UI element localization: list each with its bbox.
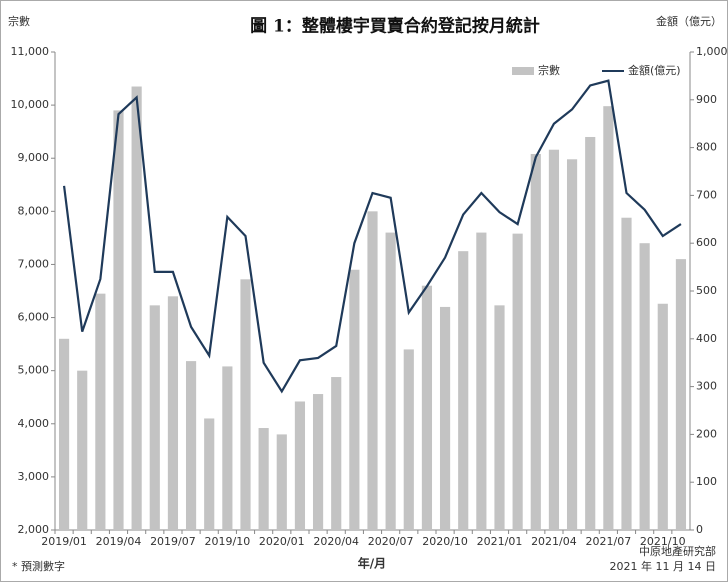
bar xyxy=(58,338,70,530)
chart-title: 圖 1：整體樓宇買賣合約登記按月統計 xyxy=(250,16,540,37)
legend-swatch xyxy=(512,67,534,75)
bar xyxy=(240,279,251,530)
bar xyxy=(331,377,342,530)
bar xyxy=(131,86,142,531)
bar xyxy=(77,370,88,530)
x-tick-label: 2019/10 xyxy=(205,535,251,548)
y2-tick-label: 200 xyxy=(696,427,717,440)
x-tick-label: 2019/01 xyxy=(41,535,87,548)
y-tick-label: 10,000 xyxy=(11,98,50,111)
y2-tick-label: 300 xyxy=(696,380,717,393)
x-tick-label: 2019/07 xyxy=(150,535,196,548)
bar xyxy=(367,211,378,531)
bar xyxy=(349,269,360,530)
bar xyxy=(421,285,433,530)
bar xyxy=(403,349,414,530)
bar xyxy=(476,232,487,531)
bar xyxy=(385,232,396,531)
x-tick-label: 2020/04 xyxy=(313,535,359,548)
y-axis-label: 宗數 xyxy=(8,14,30,28)
bar xyxy=(494,305,505,530)
y-tick-label: 3,000 xyxy=(18,470,50,483)
y-tick-label: 7,000 xyxy=(18,257,50,270)
bar xyxy=(222,366,233,530)
y2-tick-label: 800 xyxy=(696,141,717,154)
bar xyxy=(548,149,560,531)
legend-label: 宗數 xyxy=(538,63,560,77)
bar xyxy=(566,159,578,531)
bar xyxy=(621,217,632,530)
bar xyxy=(439,306,451,530)
bar xyxy=(95,293,106,530)
bar xyxy=(185,361,197,530)
y-tick-label: 4,000 xyxy=(18,417,50,430)
y-tick-label: 8,000 xyxy=(18,204,50,217)
y2-tick-label: 900 xyxy=(696,93,717,106)
bar xyxy=(639,243,650,530)
bar xyxy=(657,303,668,530)
y2-tick-label: 600 xyxy=(696,236,717,249)
bar xyxy=(585,136,596,530)
bar xyxy=(530,153,541,530)
bar xyxy=(276,434,287,530)
x-tick-label: 2021/10 xyxy=(640,535,686,548)
bar xyxy=(675,259,687,530)
bar xyxy=(458,251,469,530)
bar xyxy=(149,305,160,530)
y2-tick-label: 700 xyxy=(696,188,717,201)
bar xyxy=(603,106,614,530)
y2-tick-label: 100 xyxy=(696,475,717,488)
bar xyxy=(167,296,179,530)
x-tick-label: 2020/10 xyxy=(422,535,468,548)
line xyxy=(62,79,682,394)
note: * 預測數字 xyxy=(12,559,65,573)
source: 中原地產研究部 xyxy=(639,544,716,558)
x-tick-label: 2021/04 xyxy=(531,535,577,548)
bar xyxy=(258,428,269,530)
x-tick-label: 2021/01 xyxy=(477,535,523,548)
y2-tick-label: 500 xyxy=(696,284,717,297)
y2-tick-label: 400 xyxy=(696,332,717,345)
y-tick-label: 11,000 xyxy=(11,45,50,58)
x-tick-label: 2019/04 xyxy=(96,535,142,548)
y-tick-label: 5,000 xyxy=(18,364,50,377)
bar xyxy=(113,110,124,530)
y-tick-label: 2,000 xyxy=(18,523,50,536)
bar xyxy=(204,418,215,530)
y2-tick-label: 1,000 xyxy=(696,45,728,58)
x-axis-label: 年/月 xyxy=(358,556,386,571)
x-tick-label: 2020/07 xyxy=(368,535,414,548)
y2-axis-label: 金額（億元） xyxy=(656,14,722,28)
y2-tick-label: 0 xyxy=(696,523,703,536)
bar xyxy=(512,233,523,530)
date: 2021 年 11 月 14 日 xyxy=(610,559,716,573)
bar xyxy=(312,394,324,530)
bar xyxy=(294,401,306,530)
x-tick-label: 2021/07 xyxy=(586,535,632,548)
y-tick-label: 6,000 xyxy=(18,311,50,324)
y-tick-label: 9,000 xyxy=(18,151,50,164)
legend-label: 金額(億元) xyxy=(628,63,681,77)
x-tick-label: 2020/01 xyxy=(259,535,305,548)
